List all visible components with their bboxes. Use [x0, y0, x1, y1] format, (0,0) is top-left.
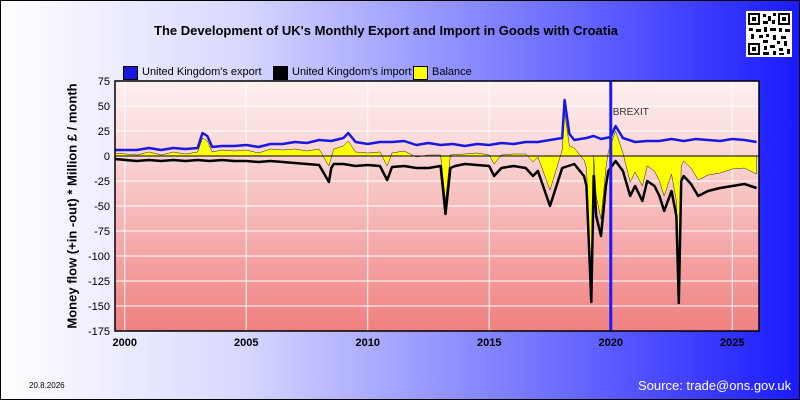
y-tick-label: 75	[98, 76, 110, 88]
x-tick-label: 2025	[720, 337, 744, 349]
chart-title: The Development of UK's Monthly Export a…	[154, 23, 618, 38]
x-tick-label: 2020	[599, 337, 623, 349]
legend-swatch-import	[273, 66, 288, 80]
x-tick-label: 2010	[355, 337, 379, 349]
series-export-line	[115, 98, 757, 152]
y-tick-label: -25	[94, 176, 110, 188]
y-tick-label: -50	[94, 201, 110, 213]
legend-swatch-balance	[413, 66, 428, 80]
y-tick-label: -150	[88, 301, 110, 313]
source-credit: Source: trade@ons.gov.uk	[638, 378, 792, 393]
legend-swatch-export	[123, 66, 138, 80]
x-tick-label: 2000	[112, 337, 136, 349]
brexit-label: BREXIT	[613, 107, 649, 118]
y-tick-label: 50	[98, 101, 110, 113]
legend-label-balance: Balance	[432, 66, 472, 78]
y-tick-label: -125	[88, 276, 110, 288]
series-import-line	[114, 157, 757, 305]
x-tick-label: 2005	[234, 337, 258, 349]
y-tick-label: -175	[88, 326, 110, 338]
x-tick-label: 2015	[477, 337, 501, 349]
y-tick-label: -75	[94, 226, 110, 238]
plot-border	[114, 80, 760, 332]
y-tick-label: -100	[88, 251, 110, 263]
legend-label-import: United Kingdom's import	[292, 66, 412, 78]
y-tick-label: 0	[104, 151, 110, 163]
qr-code-icon	[746, 11, 792, 57]
y-tick-label: 25	[98, 126, 110, 138]
date-stamp: 20.8.2026	[29, 381, 65, 390]
legend-label-export: United Kingdom's export	[142, 66, 262, 78]
